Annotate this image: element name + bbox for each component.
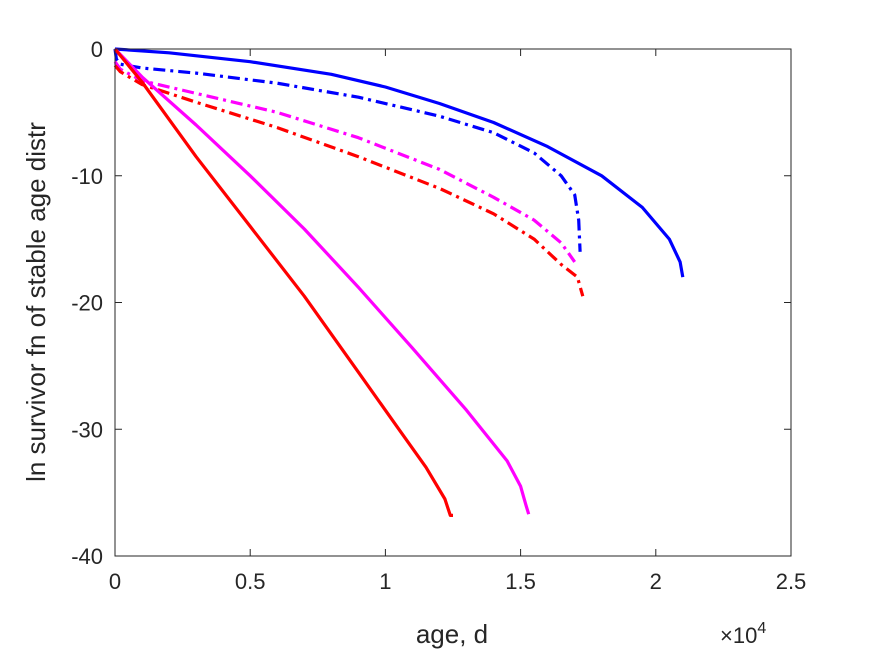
y-tick-label: -40 <box>71 544 103 569</box>
x-axis-exponent: ×104 <box>720 620 766 648</box>
x-axis-label: age, d <box>416 619 488 649</box>
axes-box <box>114 48 792 557</box>
series-line-6 <box>113 47 453 517</box>
series-line-3 <box>113 60 577 263</box>
series-line-5 <box>113 47 531 515</box>
series-line-4 <box>113 64 585 297</box>
y-tick-label: -30 <box>71 417 103 442</box>
x-axis-exponent-base: ×10 <box>720 623 757 648</box>
y-tick-label: -10 <box>71 164 103 189</box>
x-tick-label: 0.5 <box>235 569 266 594</box>
axes <box>114 48 792 557</box>
x-axis-exponent-power: 4 <box>757 620 766 637</box>
tick-labels: 0 0.5 1 1.5 2 2.5 0 -10 -20 -30 -40 <box>71 37 806 594</box>
plot-area <box>113 47 685 517</box>
x-tick-label: 1.5 <box>505 569 536 594</box>
y-axis-label: ln survivor fn of stable age distr <box>21 122 51 482</box>
series-line-1 <box>114 47 685 278</box>
x-tick-label: 2 <box>650 569 662 594</box>
y-tick-label: 0 <box>91 37 103 62</box>
x-tick-label: 0 <box>109 569 121 594</box>
x-tick-label: 2.5 <box>776 569 807 594</box>
y-tick-label: -20 <box>71 291 103 316</box>
x-tick-label: 1 <box>379 569 391 594</box>
